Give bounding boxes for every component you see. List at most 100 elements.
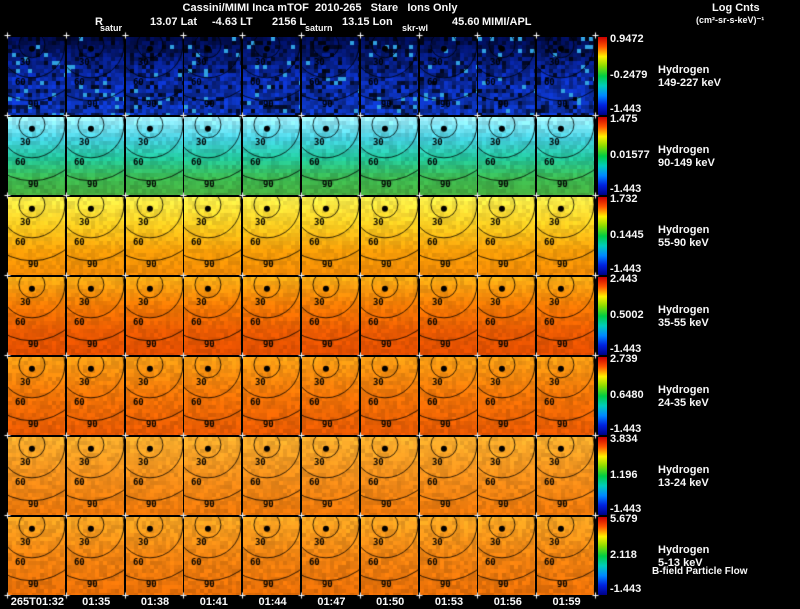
spectrogram-panel [537,437,595,515]
spectrogram-panel [125,437,183,515]
spectrogram-panel [537,277,595,355]
bfield-note: B-field Particle Flow [652,566,748,577]
spectrogram-panel [184,277,242,355]
colorbar-max-label: 0.9472 [610,33,644,45]
spectrogram-panel [8,37,65,115]
colorbar-max-label: 1.732 [610,193,638,205]
spectrogram-panel [478,277,536,355]
time-tick-label: 01:41 [199,596,228,608]
spectrogram-panel [66,437,124,515]
colorbar-mid-label: 1.196 [610,469,638,481]
colorbar-mid-label: 0.6480 [610,389,644,401]
spectrogram-panel [8,197,65,275]
spectrogram-panel [184,37,242,115]
plot-title: Cassini/MIMI Inca mTOF 2010-265 Stare Io… [182,2,458,14]
spectrogram-panel [243,37,301,115]
row-energy-label: 55-90 keV [658,237,709,249]
colorbar [598,437,607,515]
row-energy-label: 35-55 keV [658,317,709,329]
units-label-line1: Log Cnts [712,2,760,14]
spectrogram-panel [302,197,359,275]
spectrogram-panel [302,357,359,435]
spectrogram-panel [478,197,536,275]
colorbar-mid-label: -0.2479 [610,69,648,81]
spectrogram-panel [243,517,301,595]
spectrogram-panel [360,37,418,115]
colorbar-max-label: 1.475 [610,113,638,125]
colorbar [598,197,607,275]
spectrogram-panel [419,277,477,355]
spectrogram-panel [478,437,536,515]
spectrogram-panel [125,357,183,435]
status-segment: -4.63 LT [212,16,253,28]
spectrogram-panel [419,437,477,515]
status-segment: saturn [305,23,333,33]
time-tick-label: 01:38 [140,596,170,608]
colorbar [598,117,607,195]
spectrogram-panel [184,357,242,435]
colorbar [598,357,607,435]
spectrogram-panel [478,517,536,595]
row-species-label: Hydrogen [658,384,710,396]
spectrogram-panel [302,437,359,515]
time-tick-label: 01:44 [258,596,287,608]
spectrogram-panel [184,517,242,595]
spectrogram-panel [184,437,242,515]
colorbar-mid-label: 0.5002 [610,309,644,321]
spectrogram-panel [360,197,418,275]
spectrogram-panel [66,357,124,435]
row-species-label: Hydrogen [658,224,710,236]
colorbar-mid-label: 0.01577 [610,149,650,161]
spectrogram-panel [184,117,242,195]
time-tick-label: 01:59 [552,596,581,608]
spectrogram-panel [537,197,595,275]
colorbar-min-label: -1.443 [610,583,642,595]
spectrogram-panel [8,117,65,195]
colorbar [598,277,607,355]
spectrogram-panel [125,517,183,595]
spectrogram-panel [360,117,418,195]
row-energy-label: 24-35 keV [658,397,709,409]
row-species-label: Hydrogen [658,304,710,316]
spectrogram-panel [360,517,418,595]
row-species-label: Hydrogen [658,64,710,76]
spectrogram-panel [360,277,418,355]
status-segment: 13.07 Lat [150,16,198,28]
spectrogram-panel [184,197,242,275]
row-energy-label: 13-24 keV [658,477,709,489]
colorbar-max-label: 3.834 [610,433,638,445]
spectrogram-panel [302,37,359,115]
status-segment: 13.15 Lon [342,16,393,28]
spectrogram-panel [8,437,65,515]
spectrogram-panel [478,357,536,435]
status-segment: 45.60 [452,16,480,28]
spectrogram-panel [302,517,359,595]
row-energy-label: 149-227 keV [658,77,721,89]
colorbar-mid-label: 2.118 [610,549,637,561]
spectrogram-panel [478,37,536,115]
spectrogram-panel [243,277,301,355]
spectrogram-panel [360,437,418,515]
spectrogram-panel [243,117,301,195]
colorbar [598,37,607,115]
spectrogram-panel [66,197,124,275]
spectrogram-panel [66,37,124,115]
spectrogram-panel [360,357,418,435]
status-segment: 2156 L [272,16,307,28]
spectrogram-panel [243,357,301,435]
time-tick-label: 265T01:32 [10,596,64,608]
spectrogram-panel [419,197,477,275]
row-species-label: Hydrogen [658,144,710,156]
status-segment: satur [100,23,123,33]
spectrogram-panel [537,517,595,595]
colorbar-max-label: 2.739 [610,353,638,365]
spectrogram-panel [419,117,477,195]
spectrogram-panel [125,197,183,275]
spectrogram-panel [419,517,477,595]
colorbar-max-label: 5.679 [610,513,638,525]
units-label-line2: (cm²-sr-s-keV)⁻¹ [696,15,765,25]
spectrogram-panel [419,357,477,435]
spectrogram-panel [537,37,595,115]
spectrogram-panel [243,437,301,515]
